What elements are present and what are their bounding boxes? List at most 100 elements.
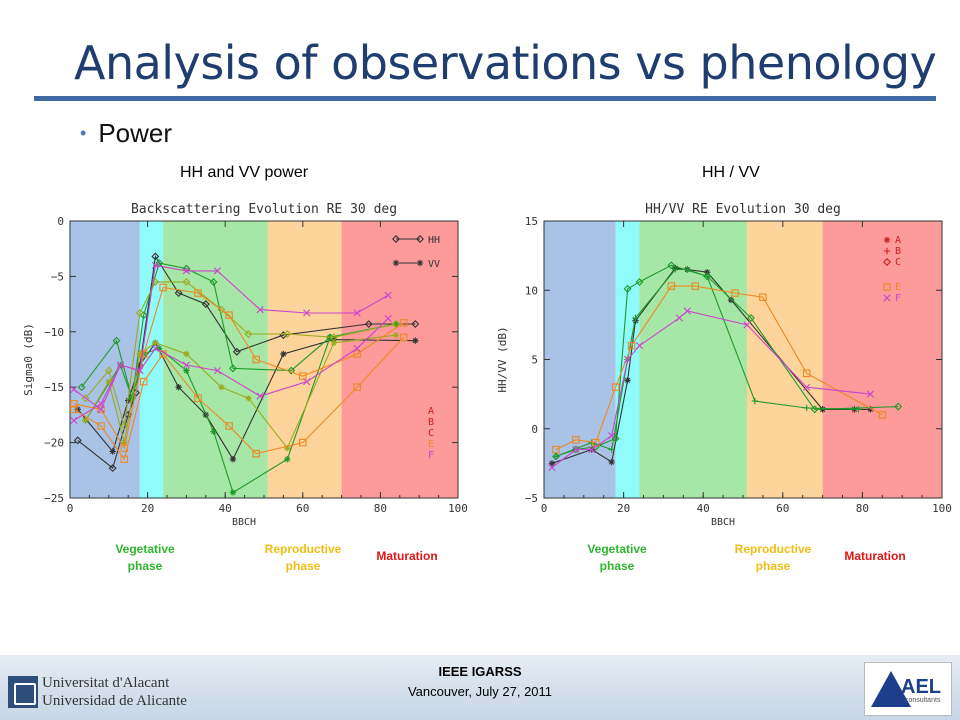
phase-band [544,221,616,498]
data-point [802,369,811,378]
y-tick-label: 5 [531,354,538,367]
phase-band [139,221,164,498]
data-point [675,314,683,322]
conference-name: IEEE IGARSS [438,664,522,679]
x-tick-label: 60 [296,502,309,515]
data-point [182,277,191,286]
legend-marker [883,236,891,244]
data-point [284,444,291,452]
legend-marker [392,259,400,267]
data-point [571,445,580,454]
data-point [391,320,400,329]
data-point [156,345,163,352]
data-point [551,452,560,461]
data-point [353,344,361,353]
data-point [855,406,862,413]
data-point [353,309,361,317]
data-point [894,402,903,411]
data-point [667,261,676,270]
data-point [136,361,144,369]
data-point [70,385,78,394]
data-point [411,320,420,329]
y-axis-label: HH/VV (dB) [496,326,509,392]
legend-label: B [428,417,434,428]
company-logo-triangle-icon [871,671,911,707]
legend-label: F [895,293,901,304]
data-point [182,361,190,369]
data-point [392,331,400,339]
data-point [70,416,78,425]
data-point [120,455,129,463]
phase-band [822,221,942,498]
left-reproductive-label: Reproductive phase [264,542,342,573]
data-point [399,319,408,327]
series-A-VV [74,336,419,463]
data-point [135,308,144,317]
data-point [232,347,241,356]
data-point [691,282,699,290]
data-point [213,267,222,275]
y-tick-label: −10 [44,326,64,339]
legend-label: C [895,257,901,268]
y-tick-label: −25 [44,492,64,505]
series-E-HH [70,283,408,452]
legend-label: C [428,428,434,439]
data-point [392,320,400,328]
data-point [635,342,644,350]
data-point [683,307,691,315]
chart-title: HH/VV RE Evolution 30 deg [645,202,841,217]
data-point [588,445,596,454]
data-point [384,314,392,323]
data-point [97,400,105,408]
series-line [85,281,397,427]
right-vegetative-label: Vegetative phase [587,542,647,573]
data-point [116,361,125,369]
x-tick-label: 20 [617,502,630,515]
data-point [303,309,311,317]
data-point [209,277,218,286]
series-line [81,262,397,399]
data-point [77,383,86,392]
data-point [287,366,296,375]
data-point [182,267,190,275]
conference-location-date: Vancouver, July 27, 2011 [407,684,553,699]
data-point [252,449,260,458]
data-point [623,355,632,364]
series-E [552,282,887,454]
bullet-point: • Power [80,118,172,149]
company-logo-text: AEL [901,676,941,698]
data-point [245,395,252,402]
data-point [70,400,78,408]
data-point [608,458,615,466]
data-point [731,289,739,297]
series-line [73,286,405,450]
data-point [299,372,307,380]
data-point [201,300,210,309]
data-point [330,336,338,343]
data-point [256,392,264,400]
data-point [548,460,556,467]
data-point [384,291,392,299]
right-maturation-label: Maturation [844,549,906,563]
data-point [136,366,144,375]
x-tick-label: 40 [697,502,710,515]
series-line [555,285,883,450]
legend-marker [883,283,891,291]
data-point [743,321,751,329]
series-F-VV [70,314,392,425]
university-logo: Universitat d'Alacant Universidad de Alic… [8,672,188,712]
data-point [727,296,735,304]
data-point [229,489,237,496]
data-point [182,264,191,273]
bullet-dot-icon: • [80,123,87,143]
data-point [229,456,237,463]
university-name-line2: Universidad de Alicante [42,693,187,709]
backscatter-chart: Backscattering Evolution RE 30 deg 0 20 40 6… [22,188,480,528]
phase-band [163,221,268,498]
data-point [303,378,311,386]
data-point [225,422,233,430]
data-point [128,394,137,403]
data-point [552,445,560,454]
right-reproductive-label: Reproductive phase [734,542,812,573]
company-logo-subtext: consultants [905,697,941,704]
